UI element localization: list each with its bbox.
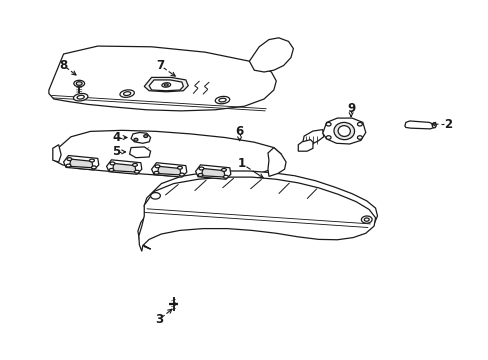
Polygon shape	[149, 80, 183, 91]
Polygon shape	[157, 166, 181, 175]
Ellipse shape	[361, 216, 371, 223]
Ellipse shape	[73, 94, 88, 101]
Text: 4: 4	[112, 131, 120, 144]
Text: 2: 2	[443, 118, 451, 131]
Ellipse shape	[198, 174, 203, 176]
Ellipse shape	[177, 166, 182, 169]
Ellipse shape	[67, 158, 72, 161]
Polygon shape	[131, 132, 150, 143]
Ellipse shape	[333, 122, 354, 140]
Ellipse shape	[215, 96, 229, 104]
Polygon shape	[49, 46, 276, 111]
Polygon shape	[249, 38, 293, 72]
Ellipse shape	[76, 82, 82, 85]
Polygon shape	[112, 163, 136, 172]
Polygon shape	[63, 156, 99, 170]
Polygon shape	[54, 130, 281, 177]
Text: 1: 1	[238, 157, 245, 170]
Polygon shape	[144, 77, 188, 92]
Polygon shape	[106, 160, 142, 174]
Ellipse shape	[134, 170, 139, 173]
Ellipse shape	[337, 126, 350, 136]
Text: 7: 7	[156, 59, 164, 72]
Ellipse shape	[164, 84, 168, 86]
Ellipse shape	[120, 90, 134, 97]
Ellipse shape	[155, 165, 160, 168]
Ellipse shape	[110, 162, 115, 165]
Polygon shape	[53, 145, 61, 162]
Polygon shape	[302, 130, 323, 145]
Text: 5: 5	[112, 145, 120, 158]
Polygon shape	[151, 163, 186, 177]
Ellipse shape	[199, 167, 203, 170]
Ellipse shape	[357, 136, 362, 139]
Ellipse shape	[74, 80, 84, 87]
Ellipse shape	[150, 193, 160, 199]
Text: 8: 8	[60, 59, 67, 72]
Polygon shape	[404, 121, 433, 129]
Text: 3: 3	[155, 313, 163, 326]
Polygon shape	[138, 171, 377, 249]
Ellipse shape	[89, 159, 94, 162]
Ellipse shape	[162, 83, 170, 87]
Polygon shape	[201, 168, 224, 177]
Text: 6: 6	[235, 125, 243, 138]
Polygon shape	[69, 159, 93, 168]
Polygon shape	[322, 118, 365, 144]
Polygon shape	[267, 148, 285, 176]
Ellipse shape	[132, 163, 137, 166]
Ellipse shape	[431, 123, 435, 128]
Ellipse shape	[221, 168, 226, 171]
Polygon shape	[129, 147, 150, 158]
Polygon shape	[139, 177, 375, 251]
Polygon shape	[298, 140, 312, 151]
Ellipse shape	[357, 122, 362, 126]
Ellipse shape	[91, 166, 96, 169]
Ellipse shape	[179, 173, 184, 176]
Ellipse shape	[134, 138, 138, 141]
Ellipse shape	[223, 175, 228, 178]
Polygon shape	[195, 165, 230, 179]
Ellipse shape	[109, 168, 114, 171]
Ellipse shape	[154, 171, 159, 174]
Text: 9: 9	[346, 102, 354, 115]
Ellipse shape	[66, 164, 71, 167]
Ellipse shape	[325, 122, 330, 126]
Ellipse shape	[143, 135, 147, 138]
Ellipse shape	[325, 136, 330, 139]
